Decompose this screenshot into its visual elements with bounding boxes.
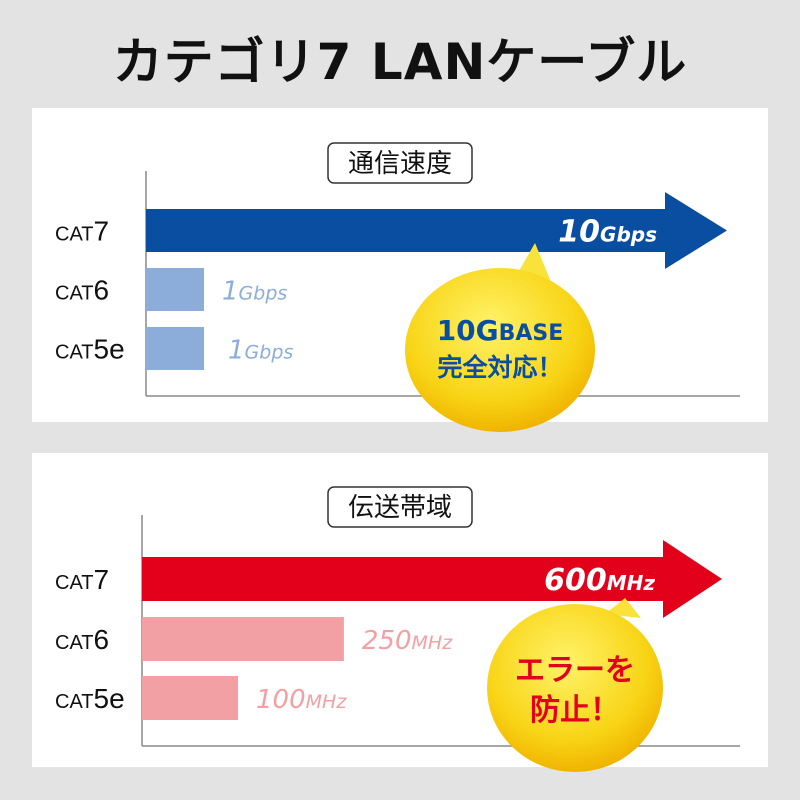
bar [142,617,344,661]
chart-title: 伝送帯域 [348,493,452,523]
value-label: 100MHz [256,685,347,715]
callout-bubble [405,268,595,432]
category-label: CAT7 [55,216,109,247]
speed-chart: 通信速度 CAT7 10Gbps CAT6 1Gbps CAT5e 1Gbps 10GBASE… [55,142,740,432]
category-label: CAT5e [55,683,125,714]
value-label: 1Gbps [222,277,287,307]
callout-line2: 完全対応！ [437,353,562,382]
callout-line1: エラーを [515,653,635,688]
category-label: CAT7 [55,564,109,595]
category-label: CAT5e [55,334,125,365]
chart-title: 通信速度 [348,149,452,179]
value-label: 1Gbps [228,336,293,366]
bar [146,327,204,370]
bar [146,268,204,311]
bar-arrow [142,540,722,618]
bandwidth-chart: 伝送帯域 CAT7 600MHz CAT6 250MHz CAT5e 100MHz エラーを防… [55,486,740,772]
value-label: 250MHz [362,626,453,656]
chart-title-box [327,142,473,184]
value-label: 600MHz [544,563,655,598]
callout-line1: 10GBASE [437,314,564,347]
bar-arrow [146,192,727,269]
callout-line2: 防止！ [530,693,620,728]
value-label: 10Gbps [558,215,657,250]
bar [142,676,238,720]
chart-title-box [327,486,473,528]
category-label: CAT6 [55,624,109,655]
category-label: CAT6 [55,275,109,306]
page-title: カテゴリ7 LANケーブル [112,33,688,91]
callout-bubble [487,604,663,772]
